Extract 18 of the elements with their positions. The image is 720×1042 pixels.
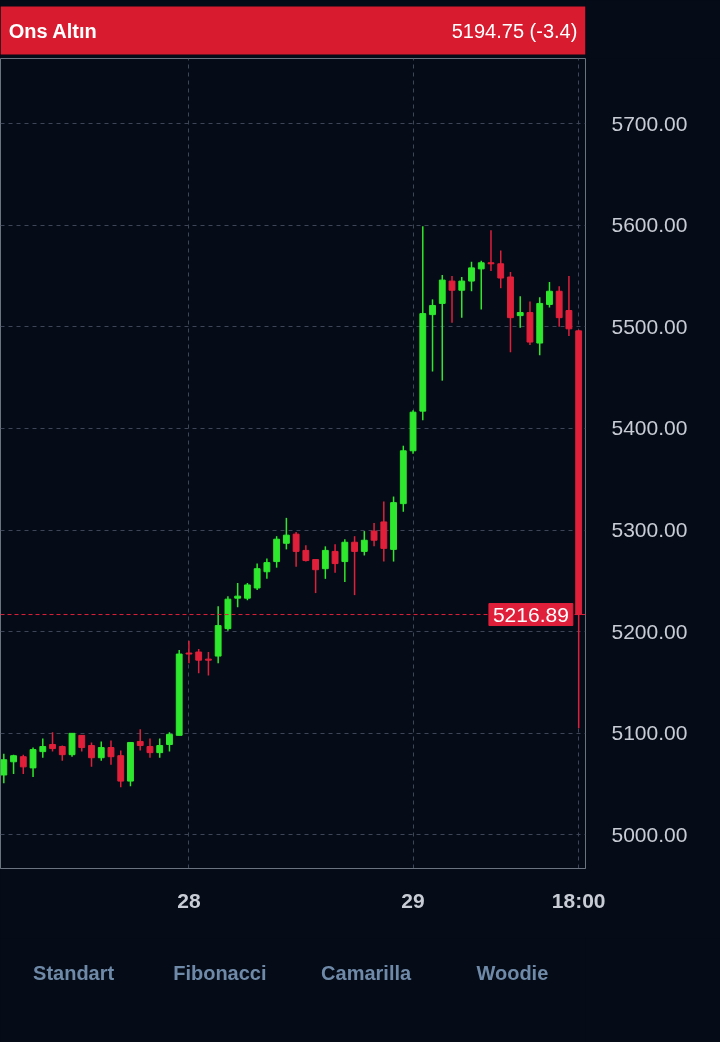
chart-title: Ons Altın (8, 19, 97, 42)
text: Camarilla (321, 961, 413, 984)
ref-line-label: 5216.89 (492, 602, 569, 626)
y-tick-label: 5200.00 (611, 619, 688, 643)
text: Fibonacci (173, 961, 267, 984)
x-tick-label: 28 (177, 888, 201, 912)
x-tick-label: 29 (401, 888, 425, 912)
y-tick-label: 5400.00 (611, 416, 688, 440)
y-tick-label: 5100.00 (611, 721, 688, 745)
text: Woodie (476, 961, 549, 984)
x-tick-label: 18:00 (551, 888, 606, 912)
y-tick-label: 5000.00 (611, 822, 688, 846)
y-tick-label: 5700.00 (611, 111, 688, 135)
y-tick-label: 5500.00 (611, 314, 688, 338)
chart-subtitle: 5194.75 (-3.4) (451, 19, 578, 42)
y-tick-label: 5600.00 (611, 213, 688, 237)
text: Standart (33, 961, 115, 984)
y-tick-label: 5300.00 (611, 518, 688, 542)
